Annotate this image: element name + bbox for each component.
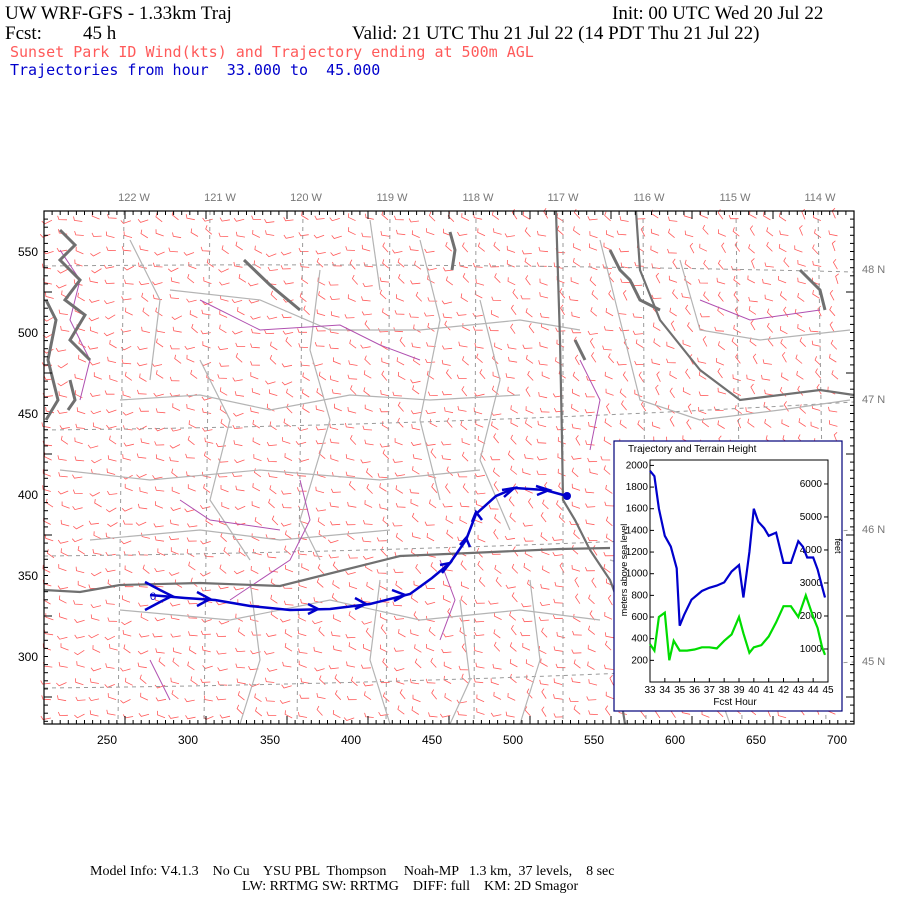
inset-y-tick-label: 600 bbox=[631, 612, 648, 623]
inset-ft-tick-label: 5000 bbox=[800, 512, 823, 523]
lon-label: 121 W bbox=[204, 192, 236, 204]
lon-label: 120 W bbox=[290, 192, 322, 204]
lat-label: 48 N bbox=[862, 264, 885, 276]
map-subtitle: Sunset Park ID Wind(kts) and Trajectory … bbox=[10, 43, 534, 61]
x-grid-label: 250 bbox=[97, 733, 117, 747]
inset-y-tick-label: 1400 bbox=[626, 525, 649, 536]
x-grid-label: 550 bbox=[584, 733, 604, 747]
inset-ft-tick-label: 6000 bbox=[800, 479, 823, 490]
inset-y-tick-label: 200 bbox=[631, 655, 648, 666]
y-grid-label: 400 bbox=[18, 488, 38, 502]
trajectory-height-line bbox=[649, 470, 827, 627]
inset-y-tick-label: 1800 bbox=[626, 482, 649, 493]
trajectory-range: Trajectories from hour 33.000 to 45.000 bbox=[10, 61, 381, 79]
inset-x-tick-label: 33 bbox=[644, 685, 656, 696]
x-axis-grid-labels: 250 300 350 400 450 500 550 600 650 700 bbox=[97, 733, 847, 747]
trajectory-terrain-inset: Trajectory and Terrain Height meters abo… bbox=[613, 440, 843, 712]
x-grid-label: 700 bbox=[827, 733, 847, 747]
inset-x-tick-label: 40 bbox=[748, 685, 760, 696]
lon-label: 122 W bbox=[118, 192, 150, 204]
model-title: UW WRF-GFS - 1.33km Traj bbox=[5, 3, 232, 24]
inset-ylabel-right: feet bbox=[833, 538, 843, 554]
x-grid-label: 650 bbox=[746, 733, 766, 747]
trajectory-end-marker bbox=[563, 492, 571, 500]
inset-x-tick-label: 45 bbox=[822, 685, 834, 696]
inset-x-tick-label: 44 bbox=[808, 685, 820, 696]
lon-label: 116 W bbox=[634, 192, 666, 204]
inset-ft-tick-label: 1000 bbox=[800, 644, 823, 655]
x-grid-label: 600 bbox=[665, 733, 685, 747]
lat-label: 45 N bbox=[862, 656, 885, 668]
init-time: Init: 00 UTC Wed 20 Jul 22 bbox=[612, 3, 824, 24]
lon-label: 115 W bbox=[720, 192, 752, 204]
inset-y-tick-label: 1000 bbox=[626, 569, 649, 580]
x-grid-label: 350 bbox=[260, 733, 280, 747]
rivers bbox=[59, 249, 821, 701]
inset-x-tick-label: 34 bbox=[659, 685, 671, 696]
model-info-line1: Model Info: V4.1.3 No Cu YSU PBL Thompso… bbox=[90, 864, 615, 879]
inset-ft-tick-label: 2000 bbox=[800, 611, 823, 622]
y-grid-label: 450 bbox=[18, 407, 38, 421]
y-grid-label: 550 bbox=[18, 245, 38, 259]
inset-x-tick-label: 38 bbox=[719, 685, 731, 696]
inset-x-tick-label: 36 bbox=[689, 685, 701, 696]
y-grid-label: 350 bbox=[18, 569, 38, 583]
inset-series bbox=[649, 470, 827, 661]
inset-ft-tick-label: 4000 bbox=[800, 545, 823, 556]
inset-x-tick-label: 35 bbox=[674, 685, 686, 696]
frame-ticks bbox=[43, 210, 854, 724]
inset-axes: 33 34 35 36 37 38 39 40 41 42 43 44 45 200 400 600 800 10… bbox=[626, 460, 834, 696]
trajectory-path bbox=[144, 484, 568, 616]
inset-ft-tick-label: 3000 bbox=[800, 578, 823, 589]
fcst-label: Fcst: bbox=[5, 23, 42, 44]
inset-title: Trajectory and Terrain Height bbox=[628, 444, 757, 455]
lon-label: 114 W bbox=[805, 192, 837, 204]
inset-xlabel: Fcst Hour bbox=[713, 697, 757, 708]
model-info-line2: LW: RRTMG SW: RRTMG DIFF: full KM: 2D Sm… bbox=[242, 879, 579, 894]
valid-time: Valid: 21 UTC Thu 21 Jul 22 (14 PDT Thu … bbox=[352, 23, 760, 44]
y-grid-label: 300 bbox=[18, 650, 38, 664]
inset-x-tick-label: 39 bbox=[733, 685, 745, 696]
lon-label: 117 W bbox=[548, 192, 580, 204]
x-grid-label: 400 bbox=[341, 733, 361, 747]
lat-label: 47 N bbox=[862, 394, 885, 406]
water-bodies bbox=[44, 228, 827, 421]
x-grid-label: 300 bbox=[178, 733, 198, 747]
inset-y-tick-label: 400 bbox=[631, 634, 648, 645]
inset-x-tick-label: 41 bbox=[763, 685, 775, 696]
lon-label: 118 W bbox=[463, 192, 495, 204]
inset-y-tick-label: 800 bbox=[631, 590, 648, 601]
inset-ylabel-left: meters above sea level bbox=[619, 524, 629, 617]
x-grid-label: 500 bbox=[503, 733, 523, 747]
x-grid-label: 450 bbox=[422, 733, 442, 747]
inset-y-tick-label: 1200 bbox=[626, 547, 649, 558]
inset-x-tick-label: 43 bbox=[793, 685, 805, 696]
fcst-hours: 45 h bbox=[83, 23, 117, 44]
inset-x-tick-label: 42 bbox=[778, 685, 790, 696]
lon-label: 119 W bbox=[377, 192, 409, 204]
terrain-height-line bbox=[649, 592, 827, 661]
latitude-labels: 48 N 47 N 46 N 45 N bbox=[862, 264, 885, 668]
trajectory-start-label: 0 bbox=[150, 591, 156, 603]
inset-y-tick-label: 1600 bbox=[626, 504, 649, 515]
lat-label: 46 N bbox=[862, 524, 885, 536]
inset-y-tick-label: 2000 bbox=[626, 460, 649, 471]
y-axis-grid-labels: 550 500 450 400 350 300 bbox=[18, 245, 38, 664]
y-grid-label: 500 bbox=[18, 326, 38, 340]
inset-x-tick-label: 37 bbox=[704, 685, 716, 696]
longitude-labels: 122 W 121 W 120 W 119 W 118 W 117 W 116 W 115 W… bbox=[118, 192, 836, 204]
